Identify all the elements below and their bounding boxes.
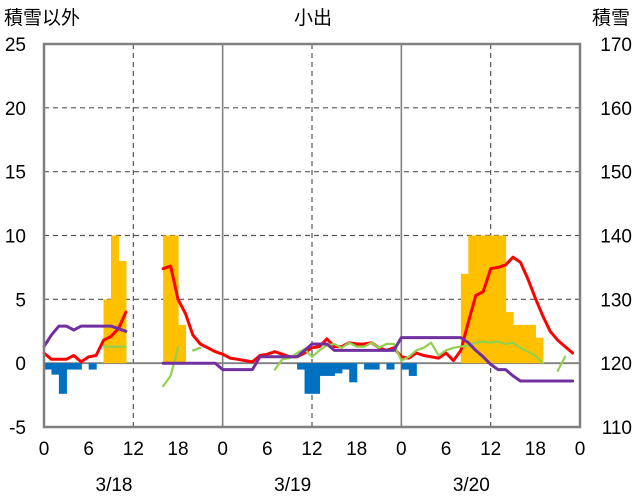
- y-left-tick-label: 10: [5, 227, 26, 248]
- negative-bar: [51, 363, 60, 375]
- x-tick-label: 18: [525, 439, 546, 460]
- precip-bar: [163, 235, 172, 364]
- y-left-tick-label: 25: [5, 35, 26, 56]
- precip-bar: [475, 235, 484, 364]
- right-axis-title: 積雪: [592, 7, 630, 29]
- x-tick-label: 18: [346, 439, 367, 460]
- y-right-tick-label: 110: [602, 418, 632, 439]
- x-tick-label: 12: [480, 439, 501, 460]
- y-left-tick-label: 20: [5, 99, 26, 120]
- x-tick-label: 6: [441, 439, 452, 460]
- negative-bar: [304, 363, 313, 394]
- negative-bar: [371, 363, 380, 370]
- negative-bar: [88, 363, 97, 370]
- series-line: [42, 310, 128, 364]
- series-line: [161, 336, 575, 383]
- precip-bar: [468, 235, 477, 364]
- precip-bar: [460, 273, 469, 364]
- x-tick-label: 0: [396, 439, 407, 460]
- negative-bar: [349, 363, 358, 383]
- x-tick-label: 0: [575, 439, 586, 460]
- negative-bar: [297, 363, 306, 370]
- precip-bar: [520, 324, 529, 364]
- y-right-tick-label: 160: [600, 99, 632, 120]
- negative-bar: [334, 363, 343, 374]
- y-right-tick-label: 120: [600, 354, 632, 375]
- precip-bar: [118, 261, 127, 364]
- x-tick-label: 12: [301, 439, 322, 460]
- y-left-tick-label: -5: [9, 418, 26, 439]
- negative-bar: [66, 363, 75, 370]
- precip-bar: [505, 312, 514, 364]
- negative-bar: [73, 363, 82, 370]
- negative-bar: [58, 363, 67, 394]
- y-left-tick-label: 15: [5, 163, 26, 184]
- negative-bar: [386, 363, 395, 370]
- precip-bar: [513, 324, 522, 364]
- precip-bar: [103, 299, 112, 364]
- y-right-tick-label: 150: [600, 163, 632, 184]
- negative-bar: [326, 363, 335, 376]
- series-line: [191, 346, 202, 352]
- y-right-tick-label: 140: [600, 227, 632, 248]
- negative-bar: [364, 363, 373, 370]
- y-right-tick-label: 130: [600, 290, 632, 311]
- series-line: [161, 255, 575, 364]
- x-tick-label: 0: [217, 439, 228, 460]
- y-left-tick-label: 0: [15, 354, 26, 375]
- x-tick-label: 18: [167, 439, 188, 460]
- series-line: [42, 324, 128, 349]
- precip-bar: [535, 337, 544, 364]
- precip-bar: [178, 324, 187, 364]
- chart-title: 小出: [294, 7, 332, 29]
- precip-bar: [111, 235, 120, 364]
- series-lines: [42, 255, 575, 388]
- plot-frame: [42, 42, 582, 429]
- y-right-tick-label: 170: [600, 35, 632, 56]
- x-tick-label: 0: [39, 439, 50, 460]
- bars: [44, 235, 544, 394]
- precip-bar: [170, 235, 179, 364]
- series-line: [556, 355, 567, 372]
- date-label: 3/18: [96, 475, 133, 496]
- series-line: [162, 346, 180, 388]
- negative-bar: [401, 363, 410, 370]
- y-left-tick-label: 5: [15, 290, 26, 311]
- left-axis-title: 積雪以外: [4, 7, 80, 29]
- precip-bar: [527, 324, 536, 364]
- x-tick-label: 6: [262, 439, 273, 460]
- negative-bar: [341, 363, 350, 370]
- x-tick-label: 12: [123, 439, 144, 460]
- negative-bar: [312, 363, 321, 394]
- precip-bar: [490, 235, 499, 364]
- x-tick-label: 6: [83, 439, 94, 460]
- negative-bar: [408, 363, 417, 376]
- negative-bar: [319, 363, 328, 376]
- precip-bar: [498, 235, 507, 364]
- negative-bar: [44, 363, 53, 370]
- precip-bar: [483, 235, 492, 364]
- date-label: 3/20: [453, 475, 490, 496]
- date-label: 3/19: [274, 475, 311, 496]
- series-line: [273, 340, 544, 371]
